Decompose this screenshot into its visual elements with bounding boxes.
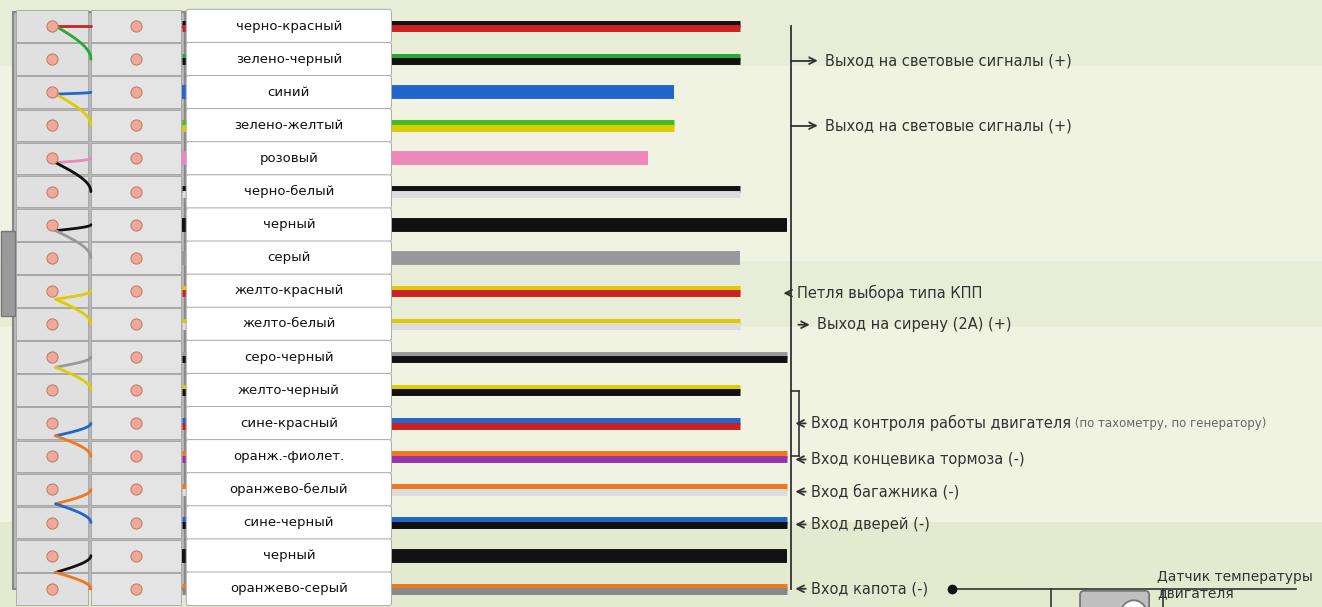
- FancyBboxPatch shape: [1080, 591, 1149, 607]
- Text: зелено-желтый: зелено-желтый: [234, 119, 344, 132]
- FancyBboxPatch shape: [186, 341, 391, 374]
- FancyBboxPatch shape: [186, 42, 391, 76]
- Text: серо-черный: серо-черный: [245, 351, 333, 364]
- Bar: [91, 308, 181, 340]
- Bar: [1, 231, 16, 316]
- Text: черный: черный: [263, 549, 315, 562]
- Text: серый: серый: [267, 251, 311, 264]
- Bar: [91, 10, 181, 42]
- Text: черно-белый: черно-белый: [243, 185, 334, 198]
- Bar: [16, 407, 87, 439]
- Bar: [0, 392, 1322, 457]
- Bar: [16, 76, 87, 108]
- Bar: [16, 10, 87, 42]
- Text: черный: черный: [263, 218, 315, 231]
- Bar: [16, 573, 87, 605]
- Text: оранжево-белый: оранжево-белый: [230, 483, 348, 496]
- Text: двигателя: двигателя: [1157, 586, 1233, 600]
- Bar: [0, 0, 1322, 66]
- Bar: [91, 473, 181, 506]
- FancyBboxPatch shape: [186, 506, 391, 540]
- FancyBboxPatch shape: [186, 539, 391, 572]
- Bar: [16, 109, 87, 141]
- FancyBboxPatch shape: [186, 407, 391, 440]
- Text: желто-белый: желто-белый: [242, 317, 336, 330]
- Bar: [91, 109, 181, 141]
- Text: розовый: розовый: [259, 152, 319, 165]
- Text: сине-красный: сине-красный: [239, 417, 338, 430]
- Bar: [16, 242, 87, 274]
- FancyBboxPatch shape: [186, 208, 391, 242]
- FancyBboxPatch shape: [186, 473, 391, 506]
- Text: Вход капота (-): Вход капота (-): [810, 582, 928, 596]
- Bar: [91, 43, 181, 75]
- Bar: [16, 275, 87, 307]
- Bar: [16, 143, 87, 174]
- Text: Выход на сирену (2A) (+): Выход на сирену (2A) (+): [817, 317, 1011, 332]
- Bar: [0, 66, 1322, 131]
- Text: Вход багажника (-): Вход багажника (-): [810, 484, 958, 500]
- FancyBboxPatch shape: [186, 175, 391, 208]
- Text: желто-черный: желто-черный: [238, 384, 340, 397]
- Text: зелено-черный: зелено-черный: [235, 53, 342, 66]
- Text: Петля выбора типа КПП: Петля выбора типа КПП: [797, 285, 982, 301]
- Bar: [91, 573, 181, 605]
- FancyBboxPatch shape: [186, 9, 391, 43]
- Bar: [91, 242, 181, 274]
- Bar: [0, 131, 1322, 196]
- Bar: [13, 12, 185, 589]
- Text: Вход концевика тормоза (-): Вход концевика тормоза (-): [810, 452, 1025, 467]
- Bar: [91, 275, 181, 307]
- Bar: [0, 522, 1322, 607]
- Bar: [91, 76, 181, 108]
- Bar: [91, 209, 181, 240]
- Bar: [91, 441, 181, 472]
- Text: оранжево-серый: оранжево-серый: [230, 582, 348, 595]
- Text: (по тахометру, по генератору): (по тахометру, по генератору): [1071, 417, 1266, 430]
- Text: Выход на световые сигналы (+): Выход на световые сигналы (+): [825, 118, 1071, 133]
- Bar: [91, 375, 181, 406]
- Bar: [16, 540, 87, 572]
- Text: Выход на световые сигналы (+): Выход на световые сигналы (+): [825, 53, 1071, 68]
- Bar: [16, 441, 87, 472]
- FancyBboxPatch shape: [186, 109, 391, 142]
- Bar: [91, 143, 181, 174]
- Text: Датчик температуры: Датчик температуры: [1157, 569, 1313, 584]
- FancyBboxPatch shape: [186, 241, 391, 274]
- Text: оранж.-фиолет.: оранж.-фиолет.: [233, 450, 345, 463]
- FancyBboxPatch shape: [186, 141, 391, 175]
- Bar: [16, 375, 87, 406]
- FancyBboxPatch shape: [186, 439, 391, 473]
- Text: Вход дверей (-): Вход дверей (-): [810, 517, 929, 532]
- Bar: [16, 473, 87, 506]
- Bar: [16, 308, 87, 340]
- Bar: [91, 341, 181, 373]
- Circle shape: [1121, 600, 1146, 607]
- Bar: [91, 175, 181, 208]
- Text: Вход контроля работы двигателя: Вход контроля работы двигателя: [810, 415, 1071, 432]
- Bar: [0, 196, 1322, 261]
- Bar: [16, 175, 87, 208]
- Text: черно-красный: черно-красный: [235, 19, 342, 33]
- Bar: [91, 407, 181, 439]
- Text: сине-черный: сине-черный: [243, 516, 334, 529]
- Bar: [16, 507, 87, 538]
- Bar: [16, 341, 87, 373]
- Text: синий: синий: [267, 86, 311, 99]
- Bar: [0, 327, 1322, 392]
- Bar: [91, 540, 181, 572]
- FancyBboxPatch shape: [186, 75, 391, 109]
- Bar: [0, 457, 1322, 522]
- FancyBboxPatch shape: [186, 373, 391, 407]
- FancyBboxPatch shape: [186, 572, 391, 606]
- Bar: [0, 261, 1322, 327]
- Bar: [16, 43, 87, 75]
- FancyBboxPatch shape: [186, 307, 391, 341]
- FancyBboxPatch shape: [186, 274, 391, 308]
- Bar: [16, 209, 87, 240]
- Text: желто-красный: желто-красный: [234, 285, 344, 297]
- Bar: [91, 507, 181, 538]
